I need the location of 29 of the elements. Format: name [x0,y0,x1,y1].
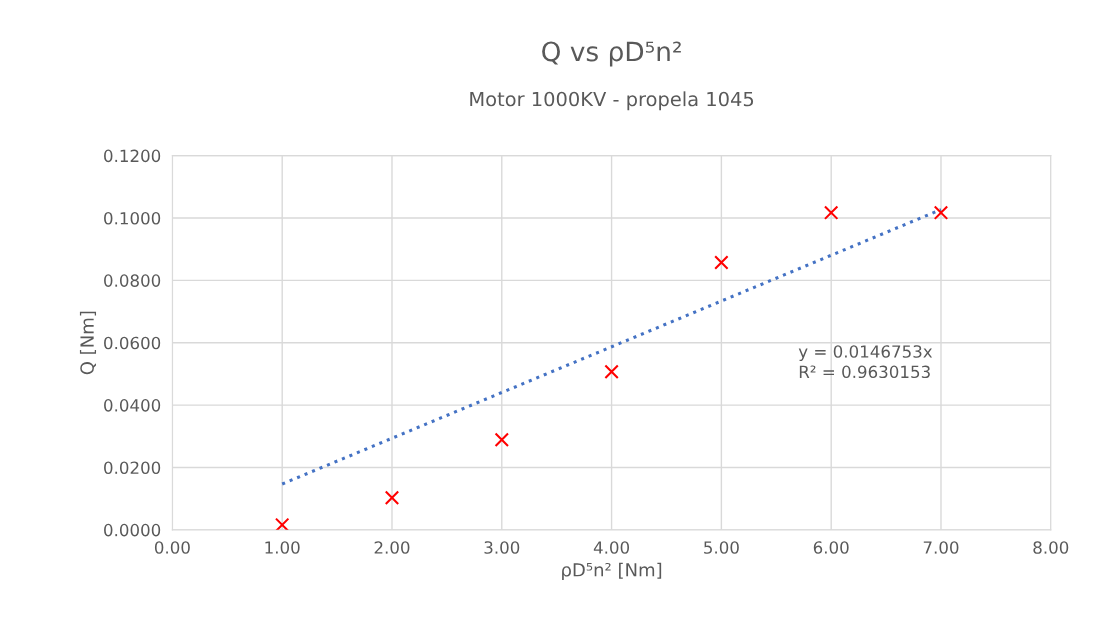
x-tick-label: 1.00 [265,541,300,554]
x-tick-label: 3.00 [484,541,520,554]
point [823,205,839,220]
chart-title: Q vs ρD⁵n² [542,41,681,67]
point [933,205,949,220]
point [274,517,290,530]
annotation: y = 0.0146753x [798,345,933,362]
x-axis-title: ρD⁵n² [Nm] [562,562,662,581]
chart-subtitle: Motor 1000KV - propela 1045 [470,91,754,111]
point [384,490,400,505]
y-tick-label: 0.0600 [104,336,161,350]
y-tick-label: 0.0000 [104,523,161,537]
x-tick-label: 4.00 [593,541,630,554]
point [714,255,729,270]
annotation: R² = 0.9630153 [799,365,930,379]
y-axis-title: Q [Nm] [79,311,97,375]
y-tick-label: 0.1000 [104,211,161,225]
x-tick-label: 5.00 [704,541,739,554]
x-tick-label: 6.00 [813,541,849,554]
point [604,364,619,379]
x-tick-label: 8.00 [1033,541,1069,554]
x-tick-label: 7.00 [923,541,959,554]
y-tick-label: 0.0400 [104,399,161,412]
y-tick-label: 0.0200 [104,461,161,475]
y-tick-label: 0.1200 [104,149,161,163]
x-tick-label: 0.00 [154,541,190,554]
y-tick-label: 0.0800 [104,274,161,287]
point [494,432,510,447]
x-tick-label: 2.00 [374,541,410,554]
